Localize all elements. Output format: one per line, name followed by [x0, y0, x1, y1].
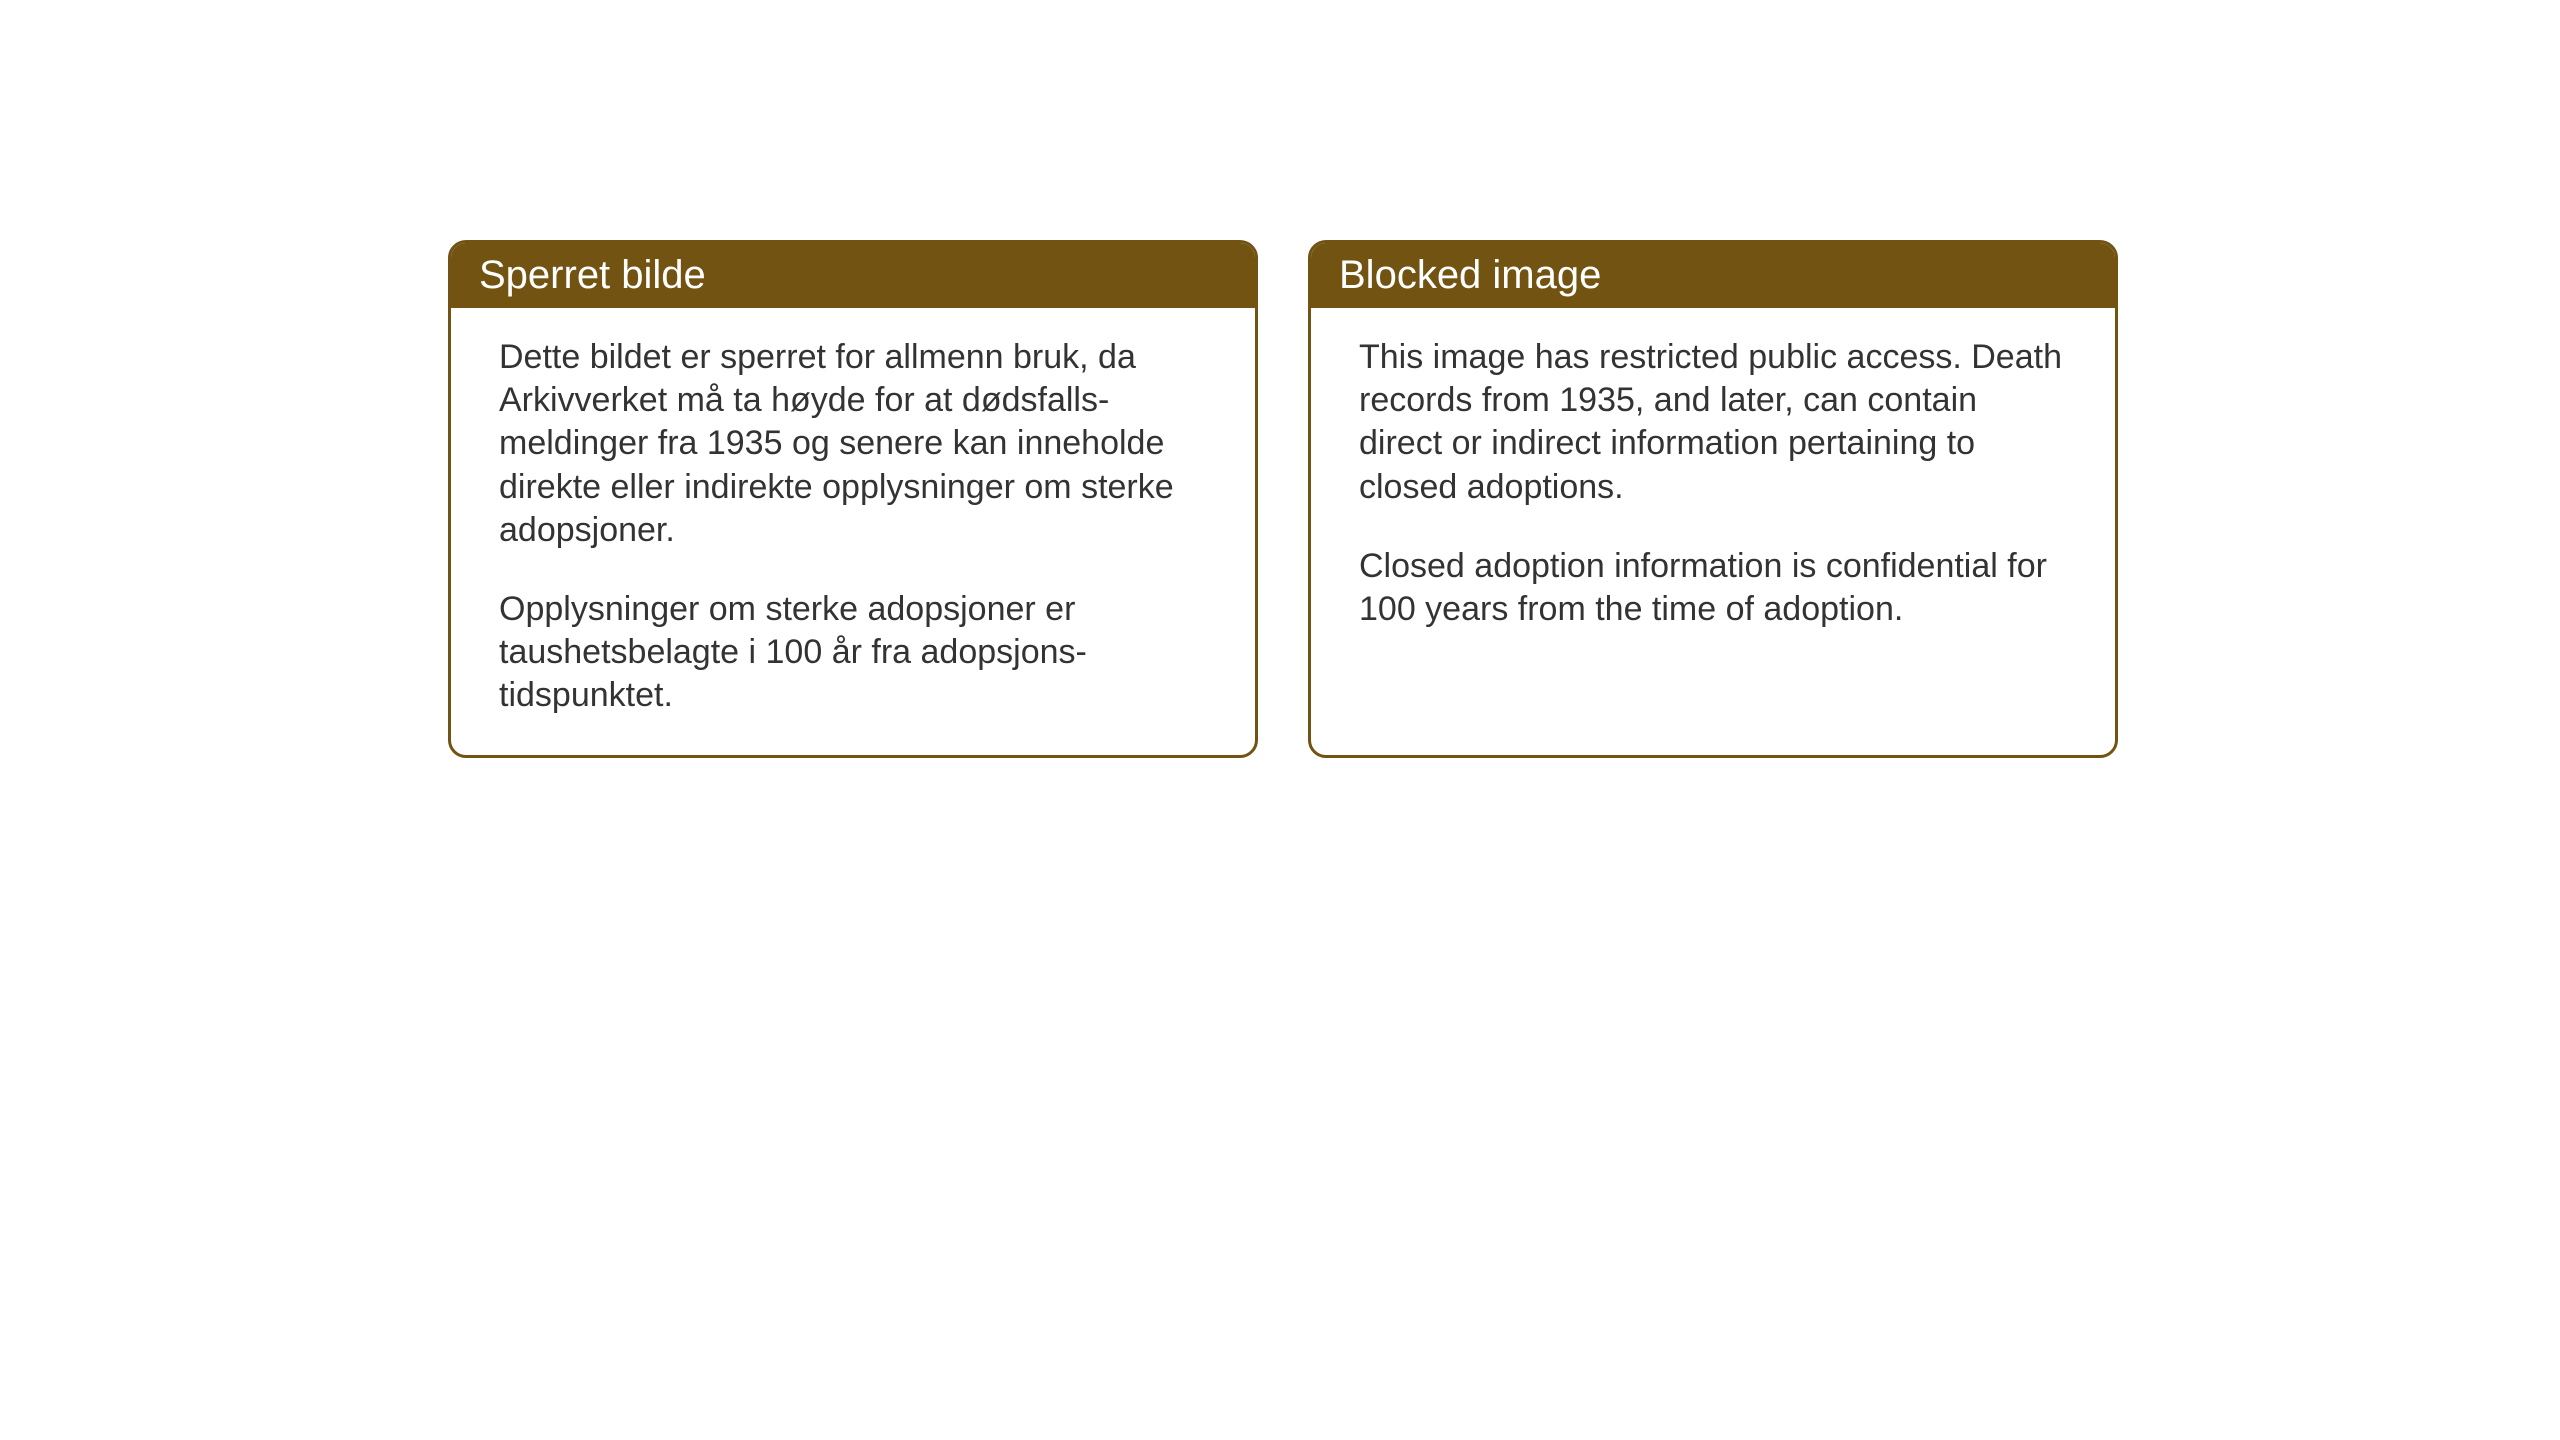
english-paragraph-1: This image has restricted public access.… [1359, 336, 2067, 509]
norwegian-card-title: Sperret bilde [451, 243, 1255, 308]
english-card: Blocked image This image has restricted … [1308, 240, 2118, 758]
english-paragraph-2: Closed adoption information is confident… [1359, 545, 2067, 631]
norwegian-paragraph-2: Opplysninger om sterke adopsjoner er tau… [499, 588, 1207, 718]
norwegian-card-body: Dette bildet er sperret for allmenn bruk… [451, 308, 1255, 755]
norwegian-paragraph-1: Dette bildet er sperret for allmenn bruk… [499, 336, 1207, 552]
cards-container: Sperret bilde Dette bildet er sperret fo… [448, 240, 2118, 758]
english-card-title: Blocked image [1311, 243, 2115, 308]
english-card-body: This image has restricted public access.… [1311, 308, 2115, 669]
norwegian-card: Sperret bilde Dette bildet er sperret fo… [448, 240, 1258, 758]
